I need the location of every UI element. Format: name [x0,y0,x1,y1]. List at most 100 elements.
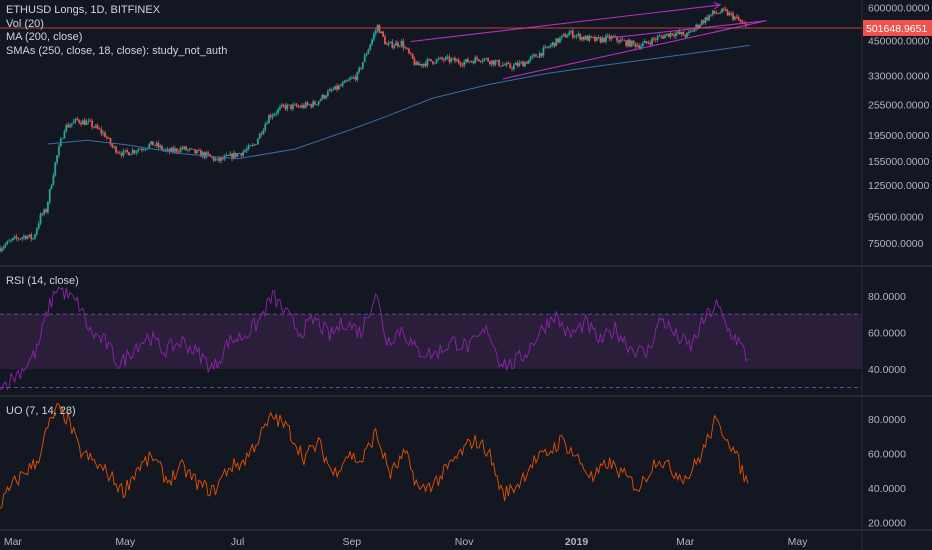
candle-body [409,52,412,54]
ma200-line [47,44,750,160]
candle-body [347,80,350,81]
candle-body [551,42,554,45]
candle-body [199,150,202,157]
candle-body [711,10,714,15]
candle-body [391,41,394,48]
candle-body [557,38,559,43]
candle-body [524,62,526,67]
candle-body [30,234,33,239]
uo-label[interactable]: UO (7, 14, 28) [6,405,76,417]
candle-body [301,105,303,108]
candle-body [634,43,637,47]
legend-ma200[interactable]: MA (200, close) [6,31,83,43]
candle-body [2,246,5,249]
candle-body [579,33,582,40]
candle-body [323,94,326,99]
candle-body [369,44,372,50]
last-price-badge [863,19,932,36]
candle-body [240,153,243,156]
candle-body [336,85,338,90]
candle-body [500,65,502,67]
uo-pane[interactable] [0,403,749,509]
candle-body [715,13,718,14]
candle-body [0,247,1,252]
candle-body [520,61,523,63]
channel-trendline[interactable] [410,5,720,43]
price-pane[interactable] [0,5,862,253]
candle-body [334,85,337,90]
candle-body [255,144,257,146]
candle-body [225,155,228,157]
channel-trendline[interactable] [502,20,767,80]
candle-body [643,41,646,44]
candle-body [23,235,25,238]
candle-body [577,33,580,36]
candle-body [546,46,548,48]
candle-body [284,105,287,110]
candle-body [573,36,576,38]
candle-body [218,158,221,161]
candle-body [271,115,274,118]
candle-body [332,89,335,91]
candle-body [450,58,453,62]
rsi-label[interactable]: RSI (14, close) [6,275,79,287]
candle-body [234,152,237,157]
candle-body [105,136,108,138]
candle-body [205,152,208,158]
candle-body [91,120,93,127]
candle-body [691,30,694,32]
candle-body [28,234,31,237]
candle-body [116,152,119,154]
candle-body [175,148,178,152]
candle-body [325,96,327,99]
candle-body [269,115,272,118]
candle-body [632,40,635,44]
price-tick-label: 600000.0000 [868,3,929,15]
candle-body [179,147,182,153]
candle-body [566,35,569,38]
candle-body [87,120,90,122]
candle-body [673,34,676,37]
legend-smas[interactable]: SMAs (250, close, 18, close): study_not_… [6,44,228,57]
rsi-pane[interactable] [0,286,862,391]
candle-body [378,25,381,34]
candle-body [231,153,233,159]
candle-body [98,128,101,130]
candle-body [214,159,217,161]
candle-body [367,49,370,54]
candle-body [144,149,147,150]
candle-body [658,35,661,37]
candle-body [137,149,140,152]
candle-body [212,157,215,161]
rsi-band-fill [0,314,862,370]
candle-body [326,91,329,97]
candle-body [656,36,659,40]
last-price-label: 501648.9651 [866,23,927,35]
candle-body [457,59,460,63]
symbol-title[interactable]: ETHUSD Longs, 1D, BITFINEX [6,4,161,16]
candle-body [599,37,602,43]
candle-body [181,147,184,149]
candle-body [570,30,572,33]
candle-body [39,213,42,224]
candle-body [96,125,99,129]
candle-body [273,113,276,116]
candle-body [431,61,434,64]
candle-body [472,61,475,64]
candle-body [349,78,351,81]
candle-body [415,62,418,65]
candle-body [540,53,543,56]
candle-body [652,38,655,40]
channel-trendline[interactable] [611,20,767,39]
candle-body [601,37,604,43]
candle-body [93,126,95,128]
candle-body [50,184,53,190]
candle-body [400,40,403,46]
candle-body [398,45,401,47]
candle-body [581,36,583,40]
legend-volume[interactable]: Vol (20) [6,17,44,30]
candle-body [402,40,405,49]
candle-body [665,33,668,36]
candle-body [264,124,267,131]
